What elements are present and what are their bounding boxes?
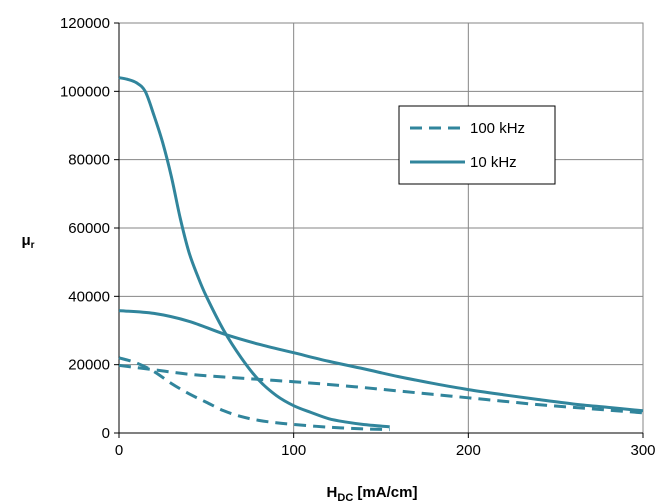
legend-label-10khz: 10 kHz [470, 154, 517, 171]
y-axis-title-sub: r [31, 240, 35, 251]
series-line-2 [118, 309, 644, 413]
series-line-3 [118, 76, 390, 429]
y-tick-label-4: 80000 [68, 152, 110, 169]
x-tick-label-0: 0 [115, 442, 123, 459]
y-tick-label-0: 0 [102, 425, 110, 442]
y-tick-label-2: 40000 [68, 288, 110, 305]
x-tick-label-3: 300 [630, 442, 655, 459]
series-line-1 [118, 356, 390, 432]
y-axis-title-main: μ [21, 232, 30, 249]
x-axis-title: HDC [mA/cm] [327, 484, 418, 503]
series-layer [118, 76, 644, 432]
tick-labels: 0 20000 40000 60000 80000 100000 120000 0 100 200… [60, 15, 656, 459]
legend-label-100khz: 100 kHz [470, 120, 525, 137]
series-line-0 [118, 363, 644, 415]
x-axis-title-rest: [mA/cm] [353, 484, 417, 501]
y-tick-label-5: 100000 [60, 83, 110, 100]
x-axis-title-sub: DC [337, 492, 353, 503]
y-tick-label-6: 120000 [60, 15, 110, 32]
x-tick-label-2: 200 [456, 442, 481, 459]
y-tick-label-1: 20000 [68, 357, 110, 374]
y-tick-label-3: 60000 [68, 220, 110, 237]
x-axis-title-main: H [327, 484, 338, 501]
legend: 100 kHz 10 kHz [398, 105, 556, 185]
x-tick-label-1: 100 [281, 442, 306, 459]
y-axis-title: μr [21, 232, 34, 251]
legend-box [398, 105, 556, 185]
